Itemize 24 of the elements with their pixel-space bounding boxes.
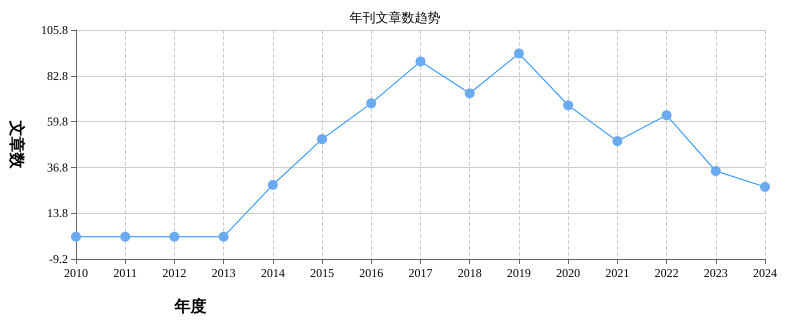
y-tick-label: 105.8 (41, 23, 68, 37)
x-tick-label: 2022 (654, 266, 679, 280)
x-tick-label: 2011 (113, 266, 137, 280)
x-tick-label: 2017 (408, 266, 432, 280)
x-tick-label: 2020 (556, 266, 580, 280)
x-tick-label: 2012 (162, 266, 186, 280)
y-tick-label: 59.8 (47, 114, 68, 129)
x-tick-label: 2018 (458, 266, 482, 280)
x-tick-label: 2023 (704, 266, 728, 280)
x-tick-label: 2015 (310, 266, 334, 280)
x-tick-label: 2016 (359, 266, 384, 280)
x-tick-label: 2013 (212, 266, 236, 280)
x-tick-label: 2024 (753, 266, 777, 280)
x-tick-label: 2021 (605, 266, 630, 280)
y-tick-label: -9.2 (49, 252, 68, 266)
x-tick-label: 2010 (64, 266, 88, 280)
chart-title: 年刊文章数趋势 (350, 10, 440, 25)
y-tick-label: 36.8 (47, 160, 68, 174)
x-tick-label: 2014 (260, 266, 285, 280)
x-tick-label: 2019 (506, 266, 531, 280)
y-tick-label: 13.8 (47, 206, 68, 220)
y-axis-title: 文章数 (8, 120, 26, 170)
x-axis-title: 年度 (174, 296, 206, 316)
y-tick-label: 82.8 (47, 68, 68, 83)
